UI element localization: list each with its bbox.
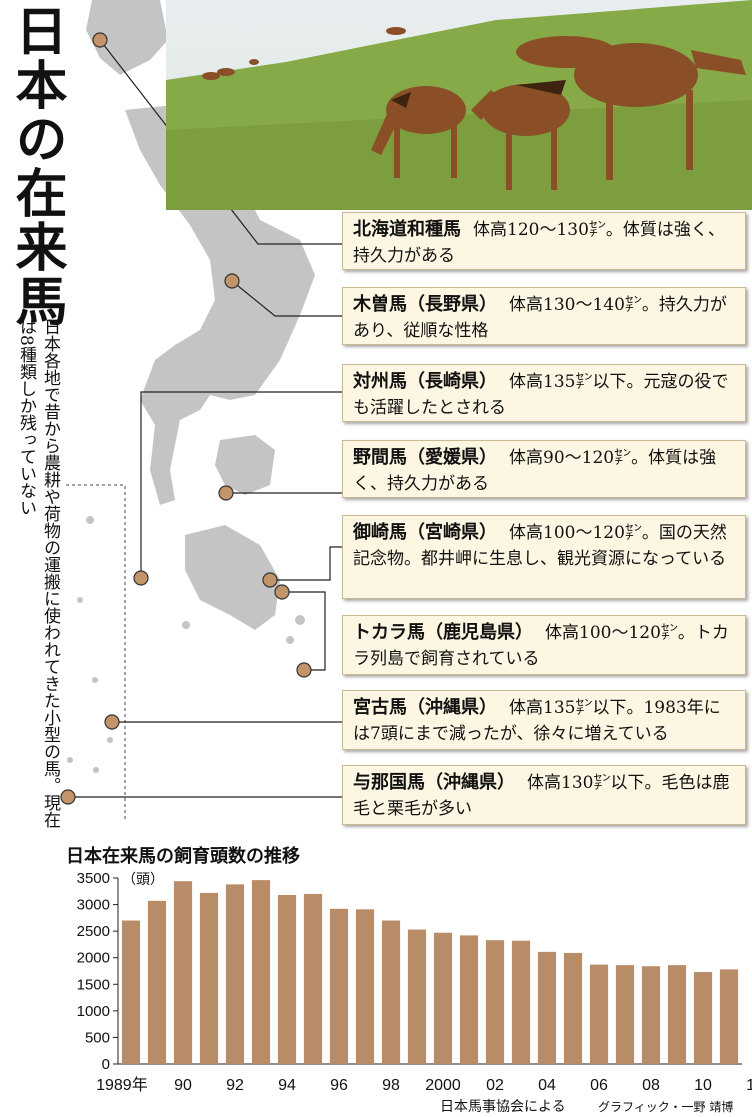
leader-lines [68,39,342,798]
bar-2007 [589,964,609,1064]
x-tick-label: 96 [330,1077,348,1094]
region-boundary [66,484,126,820]
breed-desc: 体高100〜120㌢。トカラ列島で飼育されている [353,623,729,669]
x-tick-label: 02 [486,1077,504,1094]
y-tick-label: 1000 [77,1003,110,1020]
map-hokkaido [86,0,168,75]
x-tick-label: 92 [226,1077,244,1094]
breed-desc: 体高130㌢以下。毛色は鹿毛と栗毛が多い [353,773,730,819]
dot-tokara [296,662,312,678]
breed-desc: 体高135㌢以下。元寇の役でも活躍したとされる [353,372,729,418]
bar-2011 [693,972,713,1064]
map-shikoku [215,435,275,495]
y-tick-label: 3500 [77,870,110,887]
breed-card-tokara: トカラ馬（鹿児島県） 体高100〜120㌢。トカラ列島で飼育されている [342,615,746,675]
x-tick-label: 1989年 [96,1076,148,1094]
breed-name: 木曽馬（長野県） [353,294,497,315]
bar-1993 [225,884,245,1064]
breed-name: 北海道和種馬 [353,219,461,240]
x-tick-label: 90 [174,1077,192,1094]
breed-name: 対州馬（長崎県） [353,371,497,392]
bar-1998 [355,909,375,1064]
dot-miyako [104,714,120,730]
dot-hokkaido [92,32,108,48]
chart-title: 日本在来馬の飼育頭数の推移 [66,846,300,867]
breed-card-noma: 野間馬（愛媛県） 体高90〜120㌢。体質は強く、持久力がある [342,440,746,498]
bar-1995 [277,895,297,1064]
breed-name: 野間馬（愛媛県） [353,447,497,468]
source-note: 日本馬事協会による [440,1099,566,1115]
breed-desc: 体高100〜120㌢。国の天然記念物。都井岬に生息し、観光資源になっている [353,523,727,569]
breed-name: トカラ馬（鹿児島県） [353,622,533,643]
bar-2001 [433,932,453,1064]
map-kyushu [185,525,280,630]
y-tick-label: 3000 [77,897,110,914]
breed-card-misaki: 御崎馬（宮崎県） 体高100〜120㌢。国の天然記念物。都井岬に生息し、観光資源に… [342,515,746,599]
graphic-credit: グラフィック・一野 靖博 [598,1100,734,1114]
dot-taishu [133,570,149,586]
breed-card-hokkaido: 北海道和種馬 体高120〜130㌢。体質は強く、持久力がある [342,212,746,270]
x-tick-label: 08 [642,1077,660,1094]
bar-1989 [121,920,141,1064]
y-tick-label: 1500 [77,976,110,993]
y-axis-label: （頭） [122,872,164,888]
x-tick-label: 2000 [425,1077,461,1094]
breed-name: 御崎馬（宮崎県） [353,522,497,543]
page-title: 日本の在来馬 [6,4,67,328]
x-tick-label: 04 [538,1077,556,1094]
y-tick-label: 0 [102,1056,110,1073]
map-islands [67,516,305,773]
bar-2008 [615,965,635,1064]
bar-2004 [511,940,531,1064]
y-tick-label: 2000 [77,950,110,967]
y-tick-label: 500 [85,1029,110,1046]
bar-2005 [537,951,557,1064]
horses-photo [166,0,752,210]
japan-map [60,0,342,820]
breed-desc: 体高90〜120㌢。体質は強く、持久力がある [353,448,717,494]
bar-1996 [303,893,323,1064]
bar-2010 [667,965,687,1064]
page-subtitle: 日本各地で昔から農耕や荷物の運搬に使われてきた小型の馬。現在は8種類しか残ってい… [16,318,60,828]
breed-card-yonaguni: 与那国馬（沖縄県） 体高130㌢以下。毛色は鹿毛と栗毛が多い [342,765,746,825]
breed-name: 宮古馬（沖縄県） [353,697,497,718]
bar-1992 [199,892,219,1064]
bar-2009 [641,966,661,1064]
bar-2000 [407,929,427,1064]
bar-2003 [485,940,505,1064]
population-bar-chart: 0 500 1000 1500 2000 2500 3000 3500 （頭） 1989年 90 92… [77,870,752,1094]
dot-misaki-2 [274,584,290,600]
x-tick-label: 10 [694,1077,712,1094]
dot-yonaguni [60,789,76,805]
x-tick-label: 12 [746,1077,752,1094]
bar-1990 [147,900,167,1064]
x-tick-label: 94 [278,1077,296,1094]
breed-card-taishu: 対州馬（長崎県） 体高135㌢以下。元寇の役でも活躍したとされる [342,364,746,422]
bar-1994 [251,880,271,1064]
breed-card-kiso: 木曽馬（長野県） 体高130〜140㌢。持久力があり、従順な性格 [342,287,746,345]
bar-1997 [329,908,349,1064]
breed-card-miyako: 宮古馬（沖縄県） 体高135㌢以下。1983年には7頭にまで減ったが、徐々に増えて… [342,690,746,750]
location-dots [60,32,312,805]
bar-1991 [173,881,193,1064]
bar-2002 [459,935,479,1064]
x-tick-label: 98 [382,1077,400,1094]
x-tick-label: 06 [590,1077,608,1094]
bar-1999 [381,920,401,1064]
y-tick-label: 2500 [77,923,110,940]
bar-2012 [719,969,739,1064]
breed-desc: 体高120〜130㌢。体質は強く、持久力がある [353,220,725,266]
dot-misaki [262,572,278,588]
map-honshu [125,105,315,505]
dot-noma [218,485,234,501]
breed-desc: 体高130〜140㌢。持久力があり、従順な性格 [353,295,727,341]
bar-2006 [563,952,583,1064]
breed-desc: 体高135㌢以下。1983年には7頭にまで減ったが、徐々に増えている [353,698,721,744]
breed-name: 与那国馬（沖縄県） [353,772,515,793]
dot-kiso [224,273,240,289]
